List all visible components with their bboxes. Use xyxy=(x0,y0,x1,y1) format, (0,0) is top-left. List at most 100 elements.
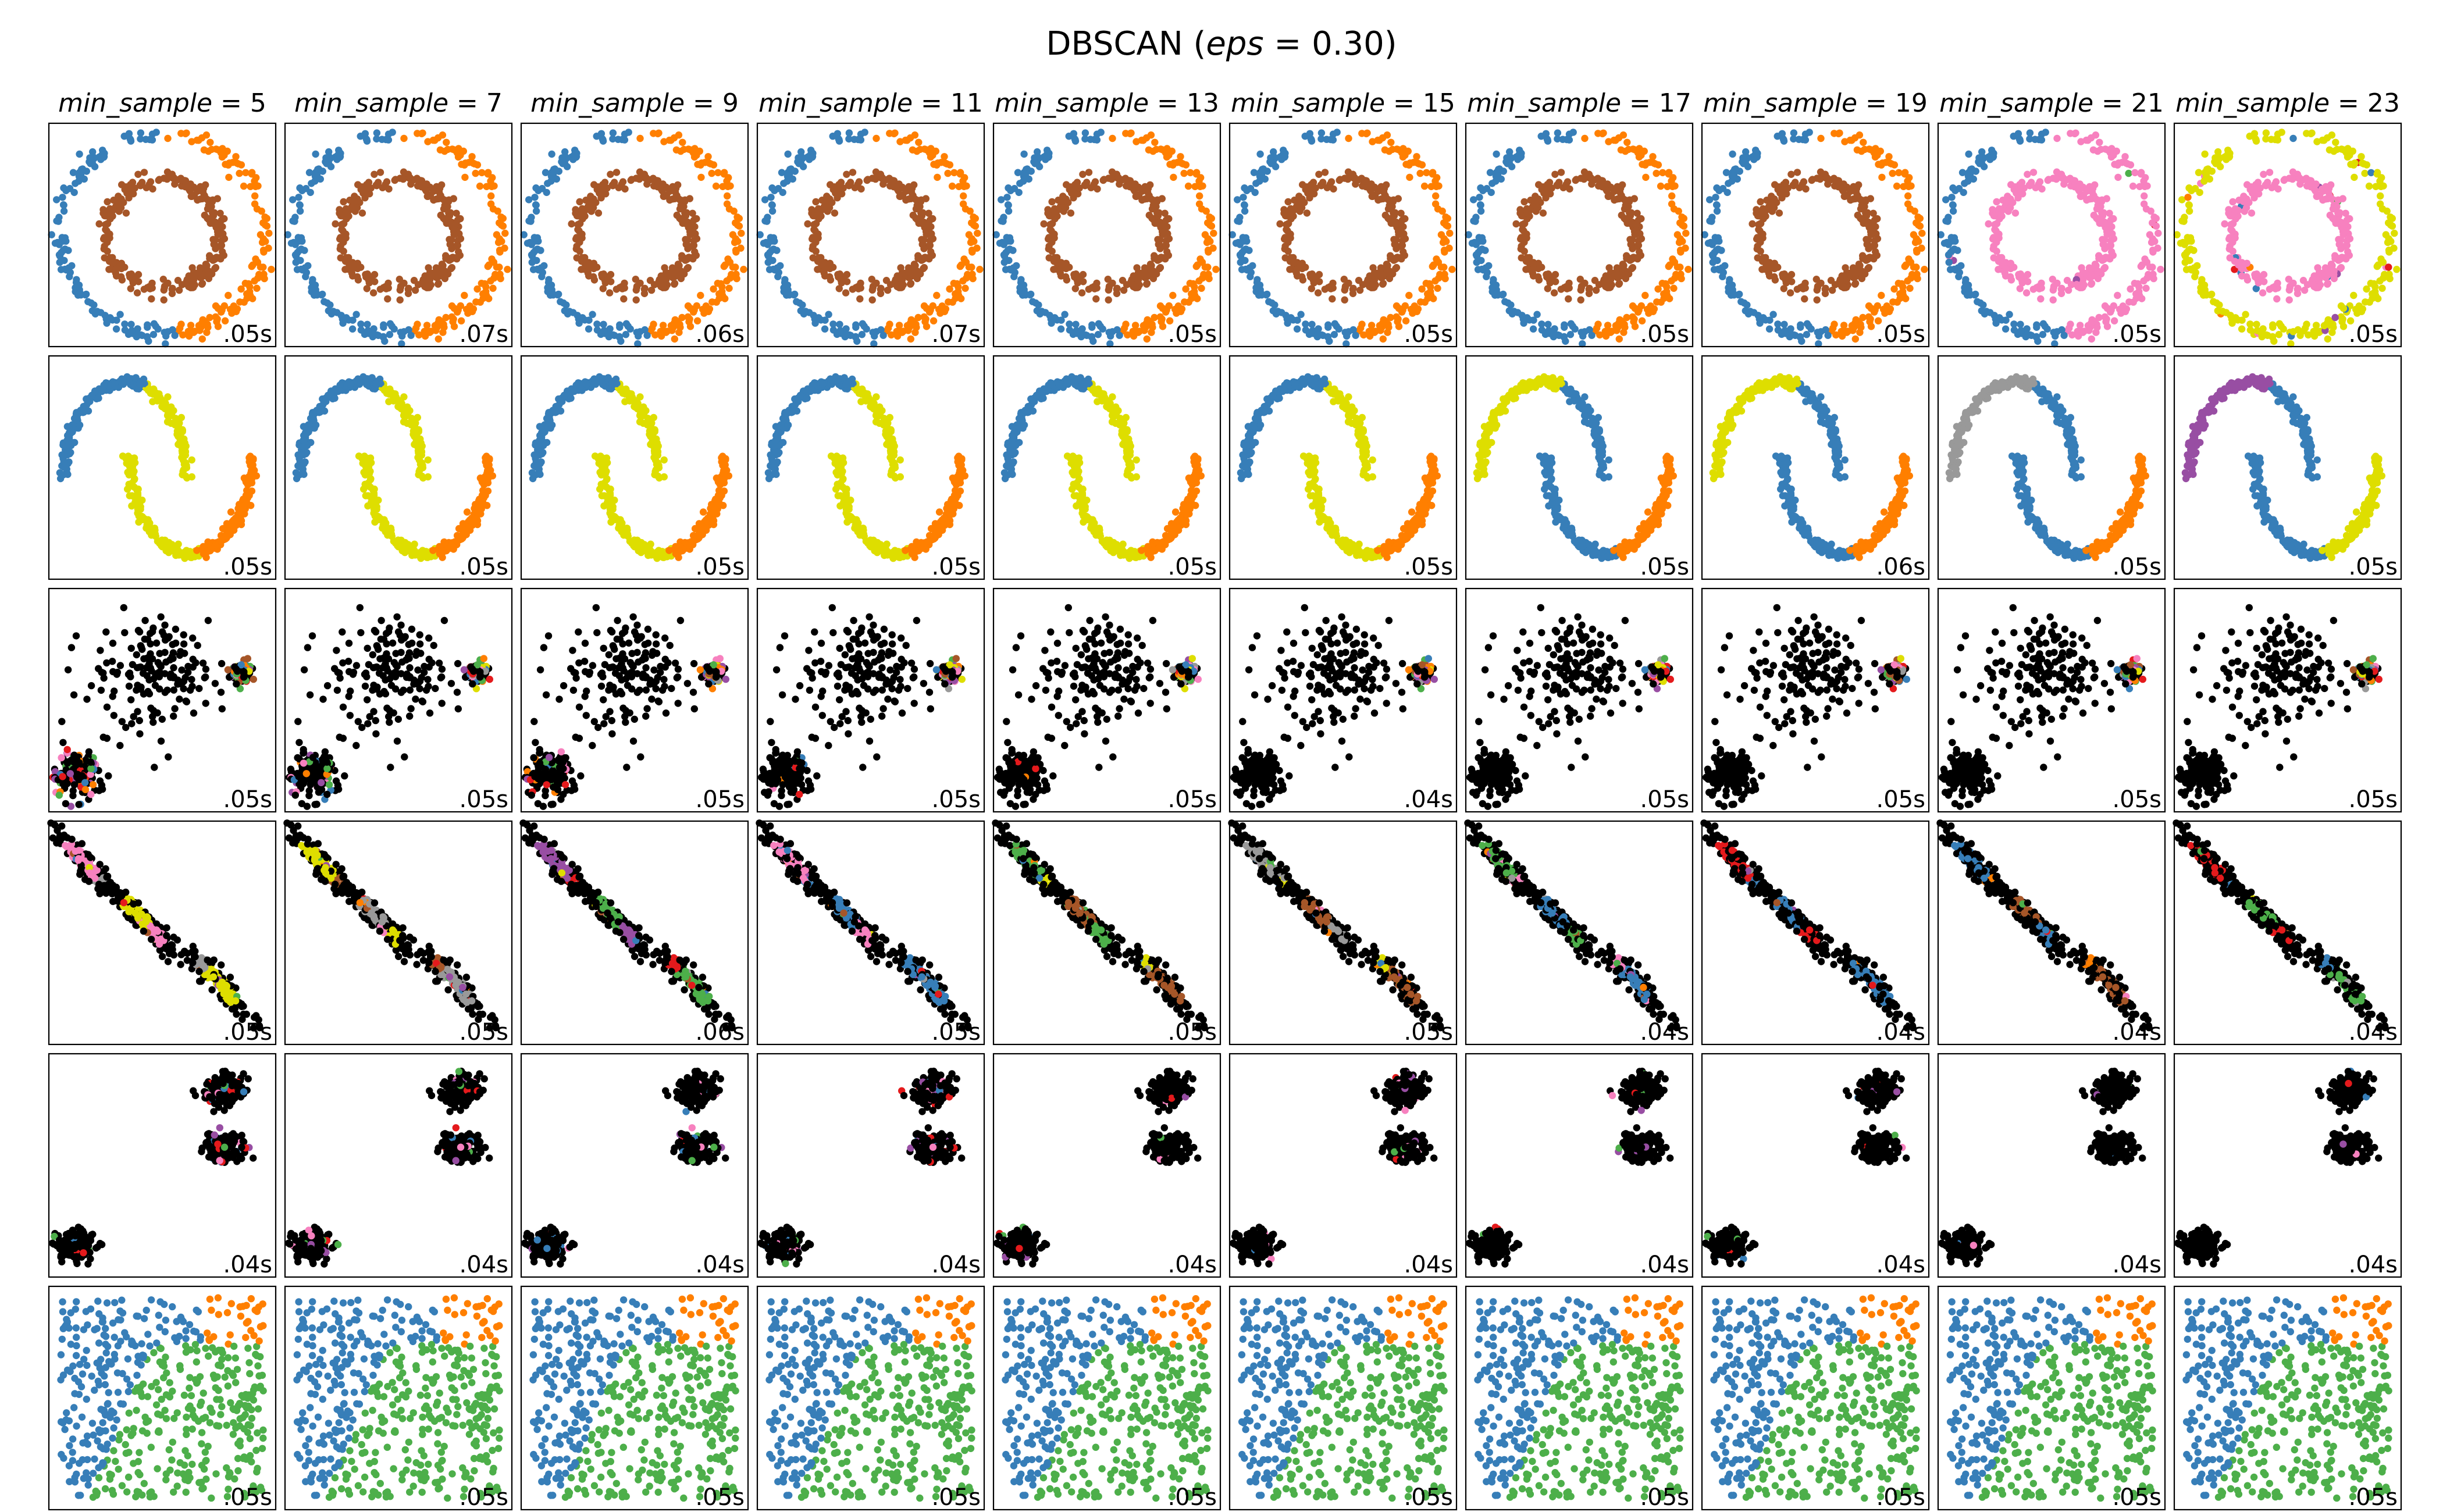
scatter-point xyxy=(2267,135,2275,143)
scatter-point xyxy=(879,331,887,339)
scatter-point xyxy=(2323,319,2331,327)
scatter-point xyxy=(1114,174,1122,181)
scatter-point xyxy=(83,290,90,298)
scatter-point xyxy=(337,212,345,220)
scatter-point xyxy=(1642,173,1650,181)
scatter-point xyxy=(1281,153,1289,161)
scatter-point xyxy=(1490,276,1497,283)
scatter-point xyxy=(1615,319,1623,327)
scatter-point xyxy=(2372,183,2380,190)
scatter-point xyxy=(1158,254,1165,261)
scatter-point xyxy=(1858,274,1866,283)
scatter-point xyxy=(886,130,893,137)
scatter-point xyxy=(76,150,83,158)
scatter-point xyxy=(125,130,133,137)
scatter-point xyxy=(450,231,458,238)
scatter-point xyxy=(127,137,135,145)
scatter-point xyxy=(1682,229,1690,237)
scatter-point xyxy=(1545,182,1552,190)
scatter-point xyxy=(1654,285,1662,293)
scatter-point xyxy=(2250,130,2259,137)
scatter-point xyxy=(1893,182,1901,190)
scatter-point xyxy=(291,251,300,259)
scatter-point xyxy=(1900,183,1907,190)
scatter-point xyxy=(834,130,842,137)
scatter-point xyxy=(1061,311,1069,318)
scatter-point xyxy=(1416,169,1424,177)
scatter-point xyxy=(325,307,332,315)
scatter-point xyxy=(1142,319,1151,327)
scatter-point xyxy=(380,321,387,329)
scatter-point xyxy=(361,130,369,137)
scatter-point xyxy=(400,328,408,336)
scatter-point xyxy=(533,234,542,242)
scatter-point xyxy=(1663,288,1671,295)
scatter-point xyxy=(809,212,817,220)
scatter-point xyxy=(214,323,222,330)
scatter-point xyxy=(893,332,902,340)
scatter-point xyxy=(1149,274,1158,283)
scatter-point xyxy=(53,196,60,204)
scatter-point xyxy=(426,269,434,276)
scatter-point xyxy=(597,130,606,137)
scatter-point xyxy=(1840,283,1848,291)
scatter-point xyxy=(2367,169,2375,177)
scatter-point xyxy=(733,213,741,221)
scatter-point xyxy=(1333,322,1340,330)
scatter-point xyxy=(607,170,614,178)
scatter-point xyxy=(371,278,379,286)
scatter-point xyxy=(1000,213,1007,221)
scatter-point xyxy=(315,165,323,173)
scatter-point xyxy=(961,284,969,292)
scatter-point xyxy=(585,325,593,333)
scatter-point xyxy=(1754,212,1762,220)
scatter-point xyxy=(187,180,194,188)
scatter-point xyxy=(624,322,632,330)
scatter-point xyxy=(423,283,431,291)
scatter-point xyxy=(60,201,67,209)
scatter-point xyxy=(48,231,55,238)
scatter-point xyxy=(670,319,678,327)
scatter-point xyxy=(61,265,69,273)
scatter-point xyxy=(2135,288,2143,295)
scatter-point xyxy=(1258,291,1266,299)
scatter-point xyxy=(1611,187,1618,195)
scatter-point xyxy=(340,198,347,206)
scatter-point xyxy=(2185,201,2193,209)
scatter-point xyxy=(2184,194,2192,201)
scatter-point xyxy=(2093,215,2100,222)
scatter-point xyxy=(810,221,818,229)
scatter-point xyxy=(1657,182,1665,190)
scatter-point xyxy=(2129,298,2137,306)
scatter-point xyxy=(1594,320,1602,328)
scatter-point xyxy=(2361,169,2369,177)
column-title-value: = 5 xyxy=(212,88,266,118)
scatter-point xyxy=(2036,178,2044,186)
scatter-point xyxy=(149,185,156,193)
scatter-point xyxy=(1079,170,1087,178)
scatter-point xyxy=(2377,255,2385,263)
scatter-point xyxy=(1901,170,1908,178)
scatter-point xyxy=(1962,276,1970,283)
scatter-point xyxy=(1087,184,1095,191)
scatter-point xyxy=(1851,319,1859,327)
scatter-point xyxy=(1531,198,1539,205)
scatter-point xyxy=(1367,322,1376,329)
column-title: min_sample = 23 xyxy=(2175,88,2400,118)
scatter-point xyxy=(1306,130,1314,137)
scatter-point xyxy=(168,290,176,297)
scatter-point xyxy=(1384,262,1391,269)
scatter-point xyxy=(487,200,495,208)
scatter-point xyxy=(1159,305,1167,312)
scatter-point xyxy=(1048,319,1055,327)
scatter-point xyxy=(697,173,705,181)
scatter-point xyxy=(1518,212,1526,220)
scatter-point xyxy=(612,169,621,176)
scatter-point xyxy=(2336,209,2344,216)
scatter-point xyxy=(843,278,851,286)
scatter-point xyxy=(1817,328,1825,336)
scatter-point xyxy=(2272,178,2280,186)
scatter-point xyxy=(1533,311,1541,318)
scatter-point xyxy=(87,160,94,167)
scatter-point xyxy=(1840,322,1848,329)
